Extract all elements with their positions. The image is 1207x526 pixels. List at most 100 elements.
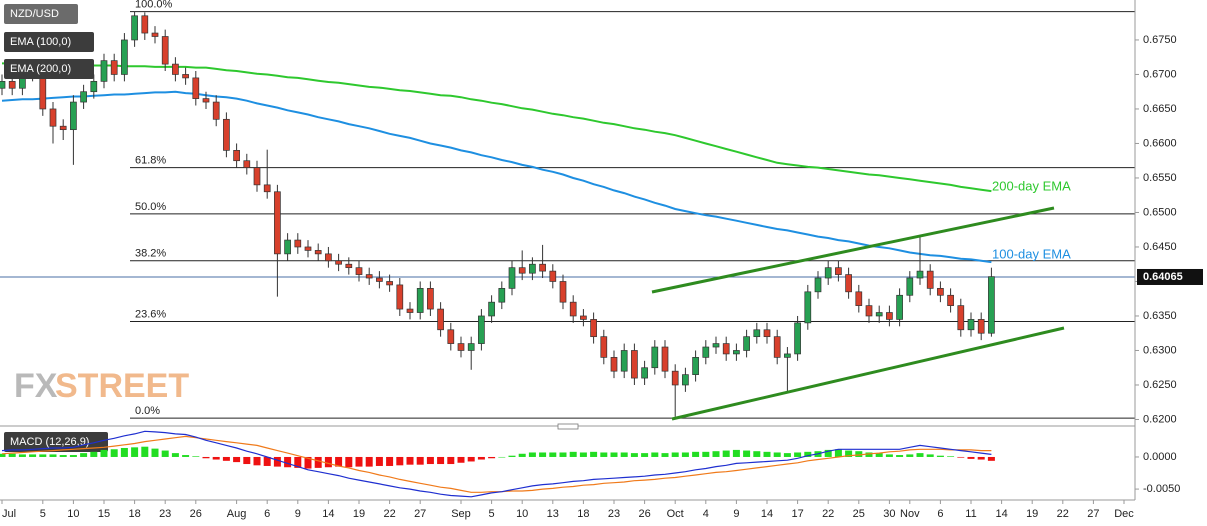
annotation-200ema: 200-day EMA: [992, 178, 1071, 193]
legend-box[interactable]: [4, 59, 94, 79]
histogram-bar: [314, 456, 322, 468]
y-tick-label: 0.6550: [1143, 172, 1177, 184]
fib-label: 38.2%: [135, 248, 166, 260]
candle-body: [926, 270, 934, 289]
histogram-bar: [763, 451, 771, 457]
histogram-bar: [365, 456, 373, 467]
candle-body: [988, 276, 995, 334]
x-tick-label: 25: [853, 508, 865, 520]
x-tick-label: 6: [937, 508, 943, 520]
candle-body: [773, 336, 781, 358]
y-tick-label: 0.6450: [1143, 241, 1177, 253]
histogram-bar: [936, 455, 944, 457]
candle-body: [549, 270, 557, 282]
histogram-bar: [712, 451, 720, 457]
legend-title: NZD/USD: [10, 8, 59, 20]
candle-body: [141, 15, 149, 34]
candle-body: [457, 343, 465, 351]
histogram-bar: [865, 452, 873, 457]
x-tick-label: 22: [822, 508, 834, 520]
histogram-bar: [947, 456, 955, 457]
histogram-bar: [834, 449, 842, 457]
histogram-bar: [447, 456, 455, 465]
x-tick-label: 6: [264, 508, 270, 520]
histogram-bar: [722, 450, 730, 457]
candle-body: [743, 336, 750, 351]
candle-body: [406, 308, 414, 313]
x-tick-label: 11: [965, 508, 976, 520]
ema-line: [2, 62, 992, 193]
candle-body: [376, 277, 383, 282]
candle-body: [8, 81, 16, 89]
watermark-fx: FX: [14, 367, 58, 405]
histogram-bar: [345, 456, 353, 468]
x-tick-label: Dec: [1114, 508, 1134, 520]
histogram-bar: [681, 452, 689, 457]
candle-body: [529, 263, 536, 274]
candle-body: [569, 301, 577, 317]
histogram-bar: [18, 454, 26, 457]
candle-body: [906, 277, 914, 296]
candle-body: [335, 260, 342, 265]
histogram-bar: [263, 456, 271, 466]
histogram-bar: [641, 453, 649, 457]
candle-body: [325, 253, 332, 262]
candle-body: [80, 91, 87, 103]
panel-resize-handle[interactable]: [557, 423, 579, 430]
x-tick-label: 22: [1057, 508, 1069, 520]
histogram-bar: [467, 456, 475, 462]
histogram-bar: [732, 449, 740, 457]
candle-body: [314, 250, 322, 255]
histogram-bar: [875, 453, 883, 457]
histogram-bar: [692, 451, 700, 457]
candle-body: [794, 322, 801, 355]
histogram-bar: [600, 452, 608, 457]
histogram-bar: [630, 453, 638, 457]
x-tick-label: Aug: [227, 508, 247, 520]
candle-body: [845, 274, 852, 293]
candle-body: [733, 350, 740, 355]
histogram-bar: [416, 456, 424, 465]
legend: NZD/USD EMA (100,0) EMA (200,0) MACD (12…: [4, 4, 108, 452]
histogram-bar: [957, 456, 965, 458]
candle-body: [151, 32, 159, 37]
candle-body: [192, 77, 200, 99]
x-tick-label: 13: [547, 508, 559, 520]
candle-body: [835, 267, 842, 275]
x-tick-label: 17: [791, 508, 803, 520]
x-tick-label: 27: [414, 508, 426, 520]
candle-body: [947, 294, 954, 306]
legend-box[interactable]: [4, 32, 94, 52]
histogram-bar: [59, 455, 67, 457]
histogram-bar: [885, 454, 893, 457]
y-tick-label: 0.6250: [1143, 379, 1177, 391]
histogram-bar: [794, 452, 802, 457]
candle-body: [100, 60, 108, 82]
histogram-bar: [539, 452, 547, 457]
histogram-bar: [457, 456, 465, 463]
x-tick-label: 5: [40, 508, 46, 520]
candle-body: [559, 281, 567, 303]
legend-box[interactable]: [4, 4, 78, 24]
histogram-bar: [610, 452, 618, 457]
x-tick-label: Oct: [667, 508, 684, 520]
histogram-bar: [977, 456, 985, 460]
legend-box[interactable]: [4, 432, 108, 452]
candle-body: [243, 160, 251, 168]
x-tick-label: 26: [638, 508, 650, 520]
candle-body: [610, 357, 618, 372]
histogram-bar: [477, 456, 485, 460]
candle-body: [161, 36, 169, 65]
candle-body: [70, 101, 77, 131]
histogram-bar: [8, 453, 16, 457]
candle-body: [896, 294, 903, 320]
histogram-bar: [773, 452, 781, 457]
last-price-box: [1137, 268, 1203, 285]
y-tick-label: 0.6700: [1143, 68, 1177, 80]
y-tick-label: 0.6300: [1143, 344, 1177, 356]
candle-body: [916, 270, 924, 279]
candle-body: [855, 291, 863, 306]
candle-body: [253, 167, 261, 186]
candle-body: [682, 374, 689, 386]
fib-label: 50.0%: [135, 201, 166, 213]
